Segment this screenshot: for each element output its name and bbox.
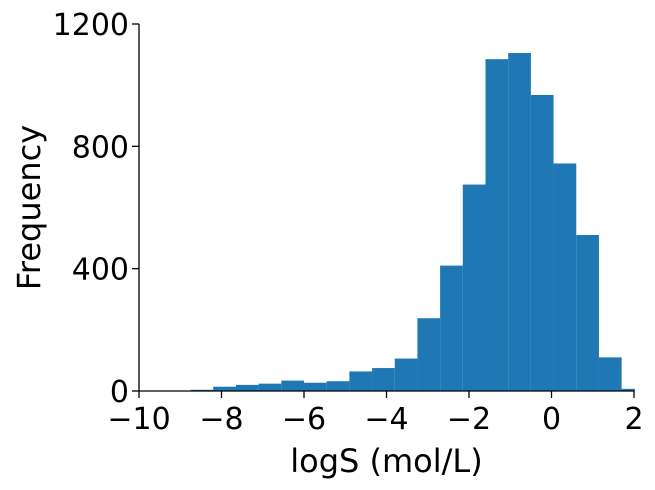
y-tick-label: 1200	[53, 8, 129, 43]
histogram-bar	[621, 388, 636, 391]
y-axis-title: Frequency	[10, 125, 48, 290]
histogram-bar	[530, 94, 554, 391]
histogram-bar	[508, 53, 531, 392]
y-tick-label: 0	[110, 375, 129, 410]
y-tick-label: 800	[72, 130, 129, 165]
histogram-bar	[394, 358, 418, 391]
x-tick-label: 2	[624, 402, 643, 437]
y-tick-label: 400	[72, 253, 129, 288]
histogram-bar	[485, 59, 509, 392]
histogram-bar	[213, 386, 236, 391]
histogram-bar	[598, 357, 622, 391]
x-ticks: −10 −8 −6 −4 −2 0 2	[107, 391, 644, 437]
x-tick-label: −6	[282, 402, 326, 437]
histogram-bar	[417, 318, 441, 391]
histogram-bar	[235, 384, 259, 391]
x-tick-label: −8	[199, 402, 243, 437]
histogram-bar	[462, 184, 486, 391]
histogram-bar	[576, 235, 599, 391]
histogram-bar	[326, 381, 350, 391]
histogram-bar	[258, 383, 282, 391]
histogram-bars	[190, 53, 636, 392]
x-tick-label: −4	[364, 402, 408, 437]
y-ticks: 0 400 800 1200	[53, 8, 139, 410]
x-tick-label: 0	[542, 402, 561, 437]
x-axis-title: logS (mol/L)	[290, 442, 482, 480]
histogram-bar	[553, 163, 577, 391]
x-tick-label: −2	[447, 402, 491, 437]
histogram-bar	[281, 380, 304, 391]
histogram-bar	[304, 382, 327, 391]
histogram-bar	[440, 265, 463, 391]
histogram-bar	[349, 371, 373, 391]
histogram-bar	[372, 368, 395, 391]
x-tick-label: −10	[107, 402, 170, 437]
